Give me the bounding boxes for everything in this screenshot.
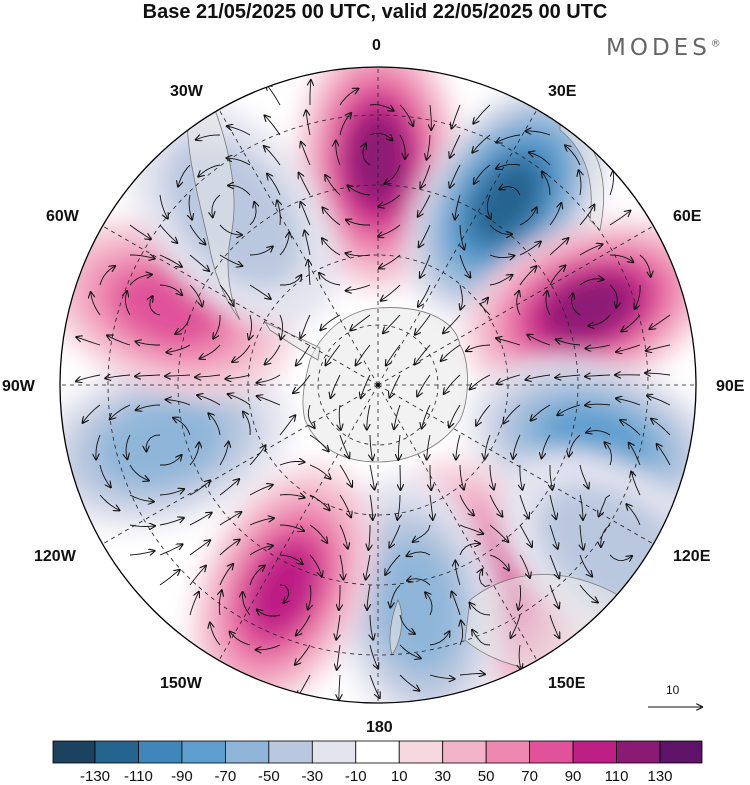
- lon-label-60w: 60W: [46, 208, 79, 226]
- colorbar-swatch: [617, 741, 660, 763]
- colorbar-swatch: [312, 741, 355, 763]
- colorbar-swatch: [269, 741, 312, 763]
- colorbar-label: -70: [215, 768, 237, 785]
- colorbar-label: -130: [80, 768, 110, 785]
- lon-label-150w: 150W: [160, 675, 202, 693]
- lon-label-30e: 30E: [548, 83, 576, 101]
- colorbar-swatch: [225, 741, 268, 763]
- colorbar-label: -10: [345, 768, 367, 785]
- reference-vector-label: 10: [666, 683, 679, 697]
- lon-label-0: 0: [372, 37, 381, 55]
- colorbar-label: -50: [258, 768, 280, 785]
- lon-label-60e: 60E: [673, 208, 701, 226]
- colorbar-label: -30: [301, 768, 323, 785]
- lon-label-30w: 30W: [170, 83, 203, 101]
- colorbar-label: 30: [434, 768, 451, 785]
- colorbar-swatch: [530, 741, 573, 763]
- lon-label-120w: 120W: [34, 548, 76, 566]
- colorbar-swatch: [95, 741, 138, 763]
- colorbar-swatch: [573, 741, 616, 763]
- colorbar-swatch: [443, 741, 486, 763]
- colorbar-swatch: [53, 741, 95, 763]
- wind-vector: [400, 465, 401, 490]
- colorbar-swatch: [138, 741, 181, 763]
- colorbar-label: 50: [478, 768, 495, 785]
- colorbar-swatch: [182, 741, 225, 763]
- map-disc: [11, 27, 750, 752]
- colorbar-label: 90: [565, 768, 582, 785]
- colorbar-label: 70: [521, 768, 538, 785]
- colorbar-label: 10: [391, 768, 408, 785]
- colorbar-label: -110: [124, 768, 153, 785]
- colorbar-label: -90: [171, 768, 193, 785]
- lon-label-150e: 150E: [548, 675, 585, 693]
- colorbar-label: 130: [647, 768, 672, 785]
- colorbar-swatch: [486, 741, 529, 763]
- colorbar-label: 110: [605, 768, 629, 785]
- pole-point: [376, 383, 380, 387]
- lon-label-120e: 120E: [673, 548, 710, 566]
- colorbar-swatch: [356, 741, 399, 763]
- colorbar-swatch: [660, 741, 702, 763]
- lon-label-180: 180: [366, 719, 393, 737]
- colorbar: [53, 741, 702, 763]
- colorbar-swatch: [399, 741, 442, 763]
- lon-label-90e: 90E: [716, 378, 744, 396]
- lon-label-90w: 90W: [2, 378, 35, 396]
